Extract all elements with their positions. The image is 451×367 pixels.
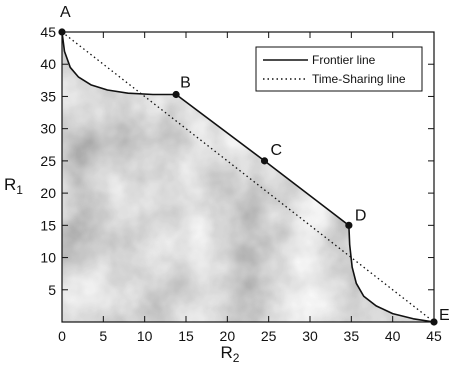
point-a-label: A — [60, 4, 71, 21]
y-tick-label: 25 — [40, 153, 56, 169]
y-tick-label: 5 — [48, 282, 56, 298]
point-c-label: C — [271, 142, 283, 159]
y-tick-label: 35 — [40, 88, 56, 104]
legend-label-frontier: Frontier line — [312, 53, 376, 67]
y-tick-label: 30 — [40, 121, 56, 137]
point-b-marker — [172, 90, 180, 99]
point-e-label: E — [439, 307, 450, 324]
point-c-marker — [260, 157, 269, 165]
x-axis-title-sub: 2 — [233, 351, 240, 365]
x-tick-label: 40 — [385, 328, 401, 344]
y-tick-label: 15 — [40, 217, 56, 233]
point-d-label: D — [355, 207, 367, 224]
x-tick-label: 35 — [344, 328, 360, 344]
y-axis-title-sub: 1 — [16, 183, 23, 197]
x-tick-label: 10 — [137, 328, 153, 344]
y-tick-label: 10 — [40, 250, 56, 266]
point-d-marker — [345, 221, 353, 229]
x-tick-label: 20 — [220, 328, 236, 344]
x-tick-label: 0 — [58, 328, 66, 344]
legend: Frontier line Time-Sharing line — [255, 46, 423, 92]
points-layer: A B C D E — [58, 4, 450, 326]
point-e-marker — [430, 318, 438, 326]
x-tick-label: 25 — [261, 328, 277, 344]
x-axis-title: R2 — [221, 343, 240, 365]
point-b-label: B — [180, 75, 191, 92]
x-axis-title-main: R — [221, 343, 233, 362]
x-tick-label: 5 — [99, 328, 107, 344]
point-a-marker — [58, 28, 66, 36]
legend-box — [255, 46, 423, 92]
y-tick-label: 45 — [40, 24, 56, 40]
y-axis-title-main: R — [4, 175, 16, 194]
x-tick-label: 45 — [426, 328, 442, 344]
legend-label-time-sharing: Time-Sharing line — [312, 72, 406, 86]
x-tick-label: 15 — [178, 328, 194, 344]
y-tick-label: 40 — [40, 56, 56, 72]
y-tick-label: 20 — [40, 185, 56, 201]
axis-tick-labels: 0 5 10 15 20 25 30 35 40 45 5 10 15 20 25 30 35 40 45 — [40, 24, 442, 344]
x-tick-label: 30 — [302, 328, 318, 344]
plot-frame — [61, 31, 435, 323]
axis-ticks — [61, 31, 435, 322]
y-axis-title: R1 — [4, 175, 23, 197]
